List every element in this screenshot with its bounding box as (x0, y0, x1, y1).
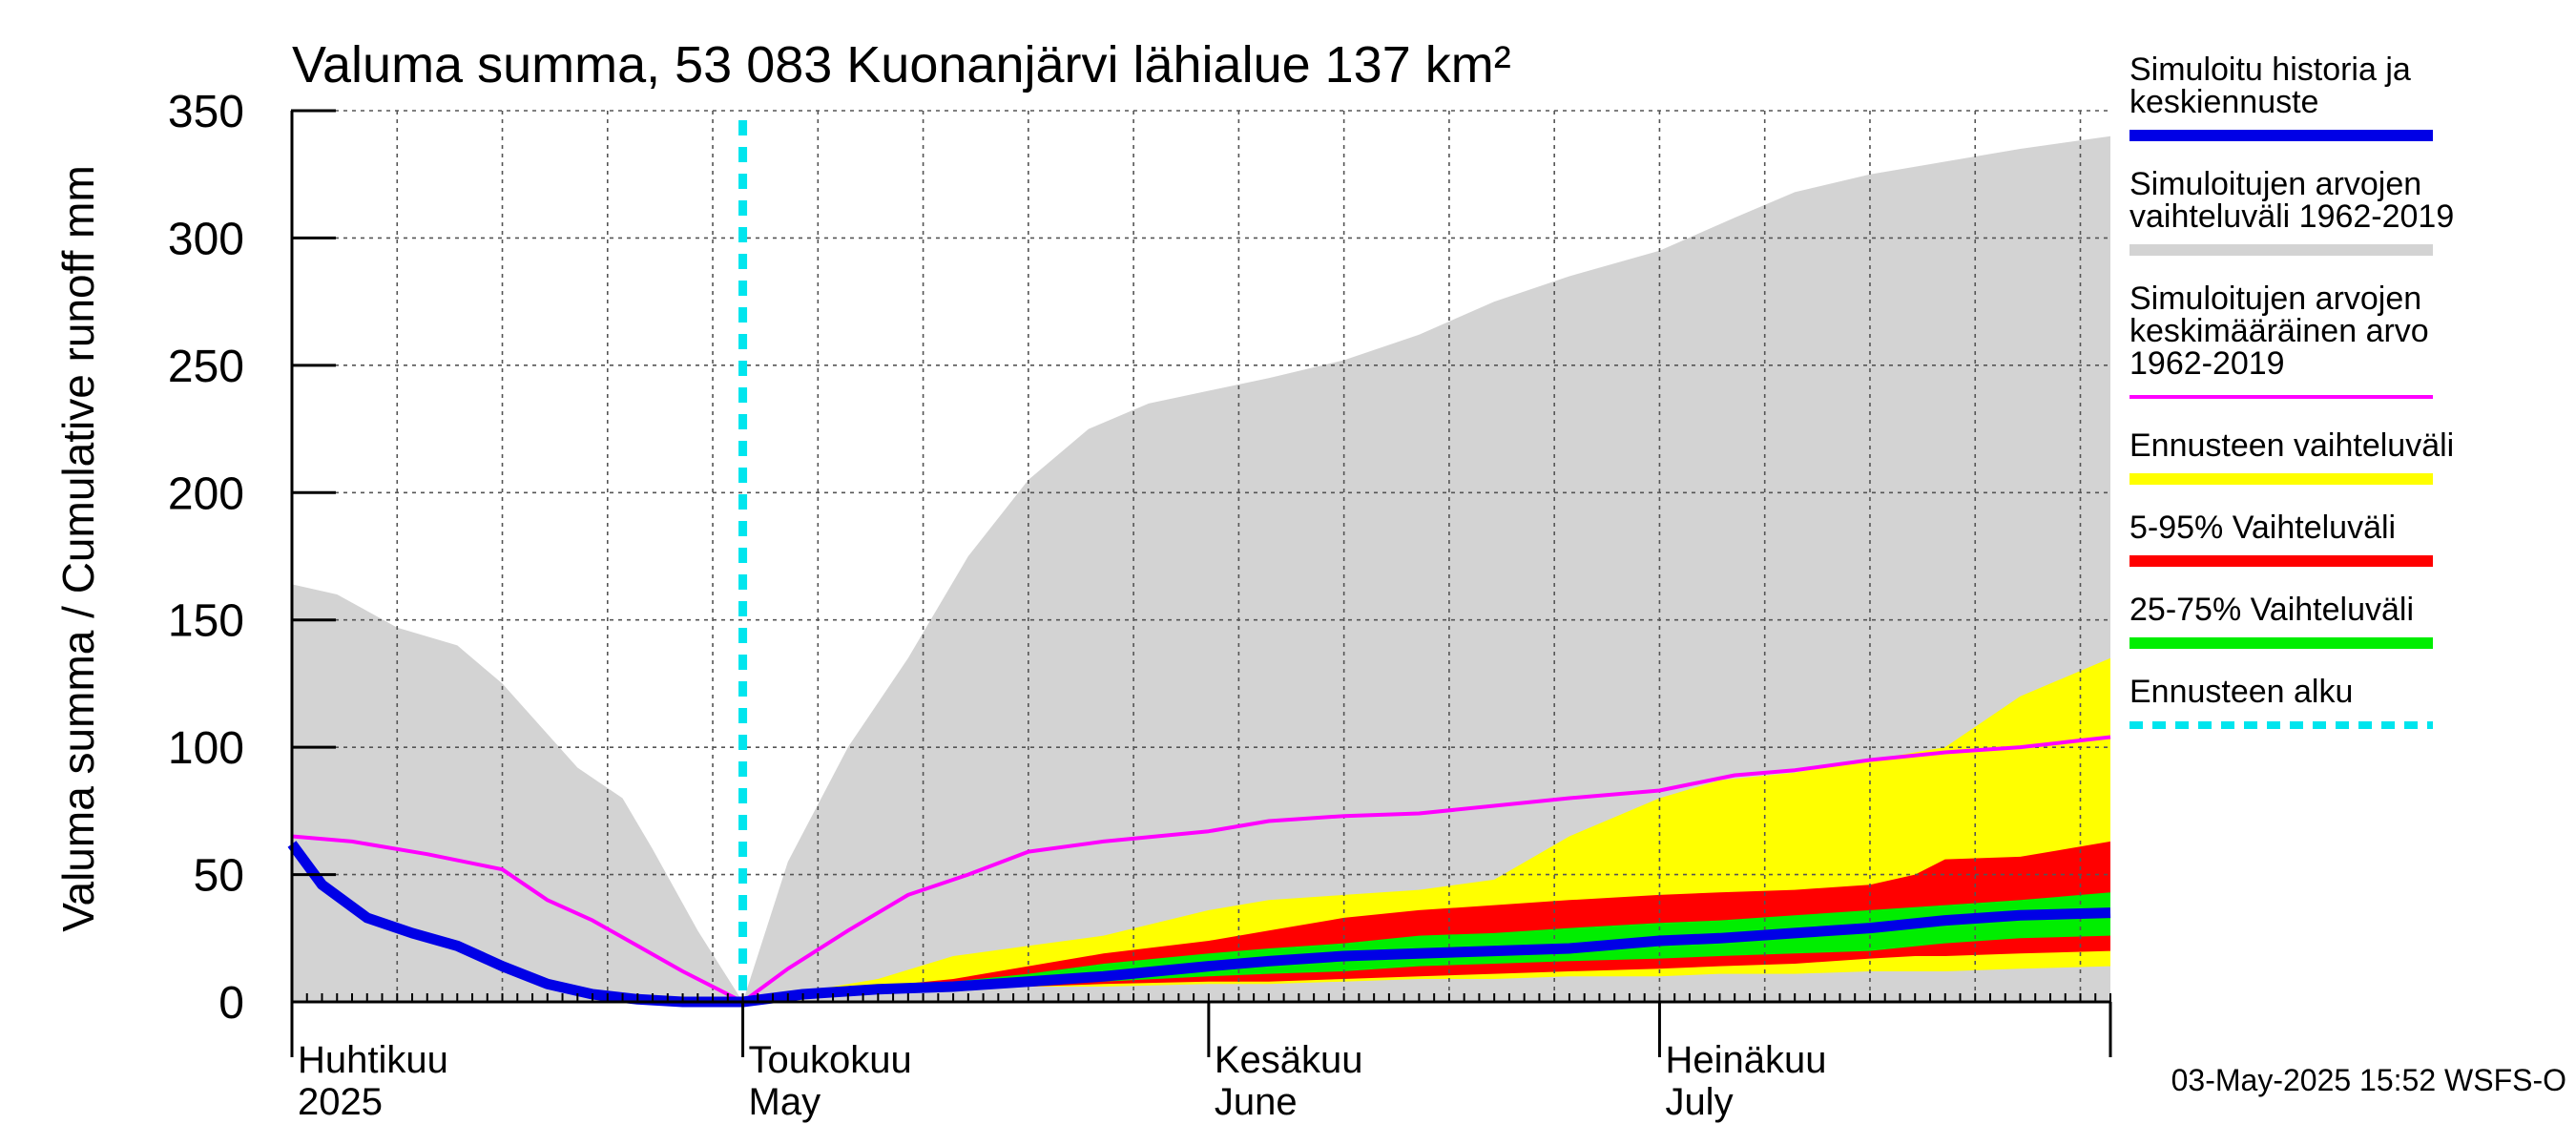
legend-label: Ennusteen vaihteluväli (2129, 427, 2454, 464)
x-month-label-en: July (1665, 1081, 1733, 1123)
y-tick-label: 100 (168, 723, 244, 774)
y-tick-label: 250 (168, 342, 244, 392)
legend-forecast-start: Ennusteen alku (2129, 674, 2433, 729)
sim-mean-line (291, 735, 2111, 1004)
chart-title: Valuma summa, 53 083 Kuonanjärvi lähialu… (292, 36, 1511, 94)
y-tick-label: 50 (194, 851, 244, 902)
legend-label: Ennusteen alku (2129, 674, 2353, 710)
legend-range-25-75: 25-75% Vaihteluväli (2129, 592, 2433, 649)
plot-area (287, 110, 2111, 1008)
y-tick-label: 350 (168, 87, 244, 137)
legend-label: Simuloitujen arvojen (2129, 281, 2421, 317)
x-month-label-fi: Heinäkuu (1665, 1039, 1826, 1081)
legend-label: 5-95% Vaihteluväli (2129, 510, 2396, 546)
legend-label: 25-75% Vaihteluväli (2129, 592, 2414, 628)
legend-label: Simuloitujen arvojen (2129, 166, 2421, 202)
x-month-label-fi: Toukokuu (749, 1039, 912, 1081)
footer-timestamp: 03-May-2025 15:52 WSFS-O (2171, 1063, 2566, 1097)
sim-forecast-line (287, 841, 2111, 1008)
y-tick-label: 300 (168, 214, 244, 264)
legend-label: 1962-2019 (2129, 345, 2285, 382)
legend-label: keskimääräinen arvo (2129, 313, 2429, 349)
legend-label: Simuloitu historia ja (2129, 52, 2411, 88)
legend-label: keskiennuste (2129, 84, 2318, 120)
x-month-label-en: May (749, 1081, 821, 1123)
y-tick-label: 200 (168, 468, 244, 519)
y-axis-label: Valuma summa / Cumulative runoff mm (53, 165, 103, 932)
y-tick-label: 0 (218, 978, 244, 1029)
x-month-label-fi: Kesäkuu (1215, 1039, 1363, 1081)
y-tick-label: 150 (168, 596, 244, 647)
legend-label: vaihteluväli 1962-2019 (2129, 198, 2454, 235)
legend: Simuloitu historia jakeskiennusteSimuloi… (2129, 52, 2454, 729)
x-month-label-fi: Huhtikuu (298, 1039, 448, 1081)
range-5-95-band (742, 841, 2110, 1002)
x-month-label-en: June (1215, 1081, 1298, 1123)
history-range-band (292, 135, 2110, 1002)
x-month-label-en: 2025 (298, 1081, 383, 1123)
legend-range-5-95: 5-95% Vaihteluväli (2129, 510, 2433, 567)
legend-forecast-range: Ennusteen vaihteluväli (2129, 427, 2454, 485)
